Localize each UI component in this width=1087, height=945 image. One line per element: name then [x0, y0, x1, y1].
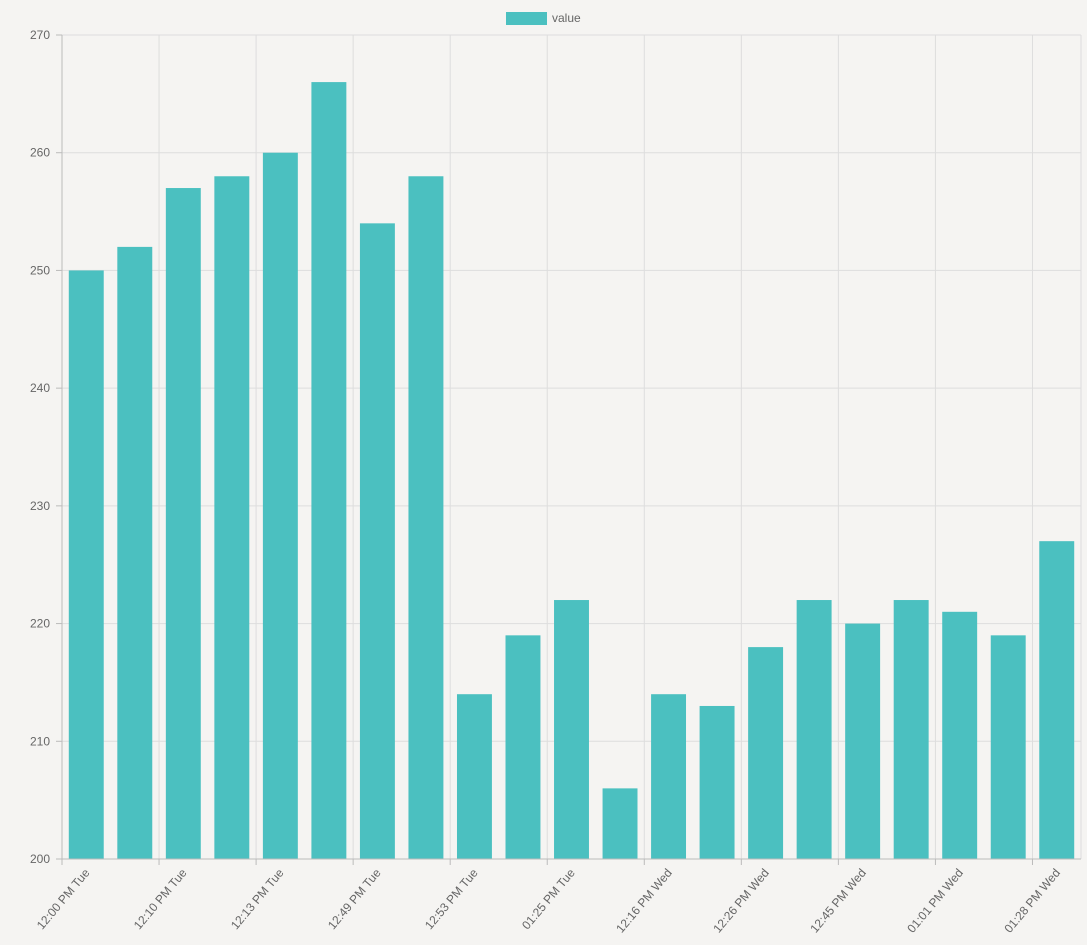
bars [68, 82, 1075, 860]
bar [748, 647, 784, 859]
x-tick-label: 12:10 PM Tue [131, 866, 190, 932]
bar [1039, 541, 1075, 859]
y-tick-label: 220 [30, 617, 50, 631]
x-tick-label: 12:13 PM Tue [228, 866, 287, 932]
x-tick-label: 12:00 PM Tue [34, 866, 93, 932]
y-tick-label: 250 [30, 263, 50, 277]
bar [845, 623, 881, 859]
y-tick-label: 230 [30, 499, 50, 513]
bar [408, 176, 444, 859]
legend-swatch [506, 12, 547, 25]
bar [456, 694, 492, 859]
bar [893, 600, 929, 859]
bar [651, 694, 687, 859]
x-tick-label: 12:49 PM Tue [325, 866, 384, 932]
y-tick-label: 270 [30, 28, 50, 42]
bar [117, 246, 153, 859]
legend[interactable]: value [506, 11, 581, 25]
bar [311, 82, 347, 860]
bar [505, 635, 541, 859]
y-tick-label: 210 [30, 734, 50, 748]
bar [942, 611, 978, 859]
bar [214, 176, 250, 859]
bar [165, 188, 201, 859]
bar [602, 788, 638, 859]
x-tick-label: 12:45 PM Wed [807, 866, 869, 936]
y-tick-label: 260 [30, 146, 50, 160]
x-tick-label: 12:53 PM Tue [422, 866, 481, 932]
x-tick-label: 01:28 PM Wed [1001, 866, 1063, 936]
bar [262, 152, 298, 859]
y-tick-label: 240 [30, 381, 50, 395]
x-tick-label: 01:25 PM Tue [519, 866, 578, 932]
y-tick-label: 200 [30, 852, 50, 866]
x-tick-label: 01:01 PM Wed [904, 866, 966, 936]
bar [359, 223, 395, 860]
x-tick-label: 12:26 PM Wed [710, 866, 772, 936]
bar [554, 600, 589, 859]
bar [68, 270, 104, 859]
bar [699, 705, 735, 859]
legend-label: value [552, 11, 581, 25]
x-tick-label: 12:16 PM Wed [613, 866, 675, 936]
bar [990, 635, 1026, 859]
bar [796, 600, 832, 859]
